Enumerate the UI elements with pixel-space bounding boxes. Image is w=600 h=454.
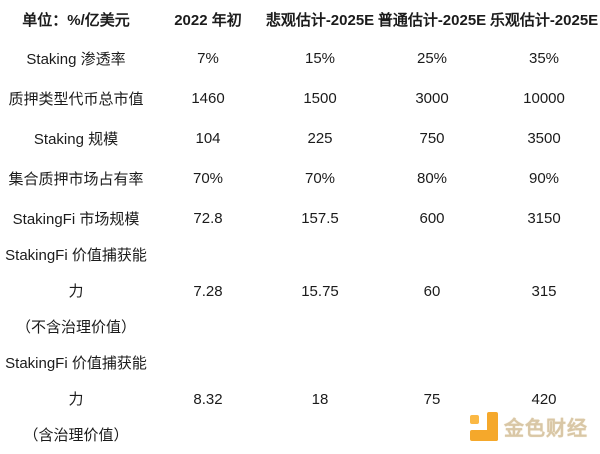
cell-value: 3000 [415,89,449,107]
cell-value: 315 [531,283,557,300]
cell-value: 7.28 [193,283,223,300]
cell-value: 15% [304,49,336,67]
row-label: Staking 渗透率 [26,50,126,68]
cell-value: 1460 [191,89,225,107]
cell-value: 1500 [303,89,337,107]
row-label: 质押类型代币总市值 [8,90,144,108]
row-label: 集合质押市场占有率 [8,170,144,188]
row-label-main: StakingFi 价值捕获能力 [5,247,147,300]
cell-value: 600 [419,209,445,227]
cell-value: 3150 [527,209,561,227]
cell-value: 60 [423,283,441,300]
table-row-value-capture-incl-governance: StakingFi 价值捕获能力 （含治理价值） 8.32 18 75 420 [0,346,600,454]
row-label: Staking 规模 [33,130,119,148]
cell-value: 420 [531,391,557,408]
cell-value: 18 [311,391,329,408]
cell-value: 35% [528,49,560,67]
cell-value: 157.5 [301,209,339,227]
row-label-sub: （含治理价值） [23,427,129,444]
cell-value: 72.8 [193,209,223,227]
row-label: StakingFi 价值捕获能力 （含治理价值） [0,346,152,454]
cell-value: 225 [307,129,333,147]
jinse-finance-watermark: 金色财经 [469,411,588,442]
cell-value: 10000 [523,89,565,107]
jinse-finance-logo-icon [469,411,499,442]
cell-value: 3500 [527,129,561,147]
column-header-optimistic: 乐观估计-2025E [489,11,599,29]
cell-value: 70% [304,169,336,187]
cell-value: 70% [192,169,224,187]
table-row-staking-penetration: Staking 渗透率 7% 15% 25% 35% [0,38,600,78]
cell-value: 750 [419,129,445,147]
column-header-2022: 2022 年初 [174,11,242,29]
column-header-pessimistic: 悲观估计-2025E [265,11,375,29]
column-header-normal: 普通估计-2025E [377,11,487,29]
cell-value: 90% [528,169,560,187]
cell-value: 104 [195,129,221,147]
watermark-brand-text: 金色财经 [504,418,588,440]
table-row-stakeable-token-mcap: 质押类型代币总市值 1460 1500 3000 10000 [0,78,600,118]
table-row-value-capture-ex-governance: StakingFi 价值捕获能力 （不含治理价值） 7.28 15.75 60 … [0,238,600,346]
cell-value: 7% [197,49,219,67]
table-row-staking-scale: Staking 规模 104 225 750 3500 [0,118,600,158]
row-label: StakingFi 价值捕获能力 （不含治理价值） [0,238,152,346]
unit-header-cell: 单位：%/亿美元 [22,11,130,29]
table-row-stakingfi-market-size: StakingFi 市场规模 72.8 157.5 600 3150 [0,198,600,238]
cell-value: 15.75 [301,283,339,300]
table-row-pooled-staking-share: 集合质押市场占有率 70% 70% 80% 90% [0,158,600,198]
cell-value: 75 [423,391,441,408]
row-label: StakingFi 市场规模 [12,210,140,228]
row-label-sub: （不含治理价值） [15,319,136,336]
cell-value: 80% [416,169,448,187]
header-row: 单位：%/亿美元 2022 年初 悲观估计-2025E 普通估计-2025E 乐… [0,0,600,38]
cell-value: 25% [416,49,448,67]
cell-value: 8.32 [193,391,223,408]
row-label-main: StakingFi 价值捕获能力 [5,355,147,408]
